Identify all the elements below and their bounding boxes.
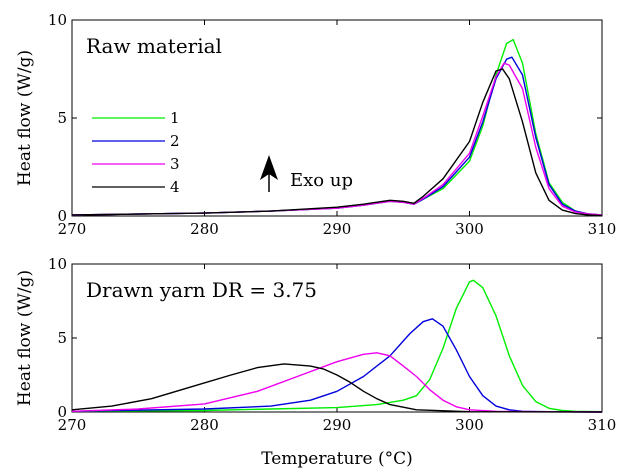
exo-up-annotation: Exo up [260,155,353,192]
series-line-4 [71,363,603,413]
y-ticks: 0 5 10 [48,11,602,225]
x-ticks: 270 280 290 300 310 [58,264,617,434]
legend-label-1: 1 [170,109,180,127]
legend-label-3: 3 [170,155,180,173]
panel-title: Drawn yarn DR = 3.75 [86,278,317,302]
series-lines [71,279,603,413]
series-line-2 [71,318,603,413]
series-lines [71,38,603,217]
panel-raw-material: 270 280 290 300 310 0 5 10 Raw material 1 2 3 … [15,11,616,238]
y-tick-label: 5 [57,329,67,347]
y-tick-label: 5 [57,109,67,127]
panel-title: Raw material [86,34,222,58]
exo-up-label: Exo up [290,170,353,191]
x-tick-label: 300 [455,220,484,238]
x-tick-label: 290 [323,416,352,434]
y-tick-label: 0 [57,403,67,421]
legend-label-4: 4 [170,178,180,196]
x-tick-label: 270 [58,220,87,238]
arrowhead-icon [260,155,278,180]
x-axis-label: Temperature (°C) [261,449,413,468]
series-line-3 [71,62,603,216]
y-ticks: 0 5 10 [48,255,602,421]
x-tick-label: 310 [588,416,617,434]
series-line-2 [71,56,603,216]
legend: 1 2 3 4 [92,109,180,196]
x-ticks: 270 280 290 300 310 [58,20,617,238]
x-tick-label: 290 [323,220,352,238]
y-axis-label: Heat flow (W/g) [15,270,35,406]
series-line-4 [71,68,603,217]
x-tick-label: 310 [588,220,617,238]
y-tick-label: 0 [57,207,67,225]
panel-drawn-yarn: 270 280 290 300 310 0 5 10 Drawn yarn DR = 3.7… [15,255,616,468]
x-tick-label: 280 [190,220,219,238]
series-line-3 [71,352,603,413]
y-axis-label: Heat flow (W/g) [15,50,35,186]
y-tick-label: 10 [48,11,67,29]
x-tick-label: 300 [455,416,484,434]
series-line-1 [71,279,603,413]
y-tick-label: 10 [48,255,67,273]
legend-label-2: 2 [170,132,180,150]
x-tick-label: 280 [190,416,219,434]
x-tick-label: 270 [58,416,87,434]
